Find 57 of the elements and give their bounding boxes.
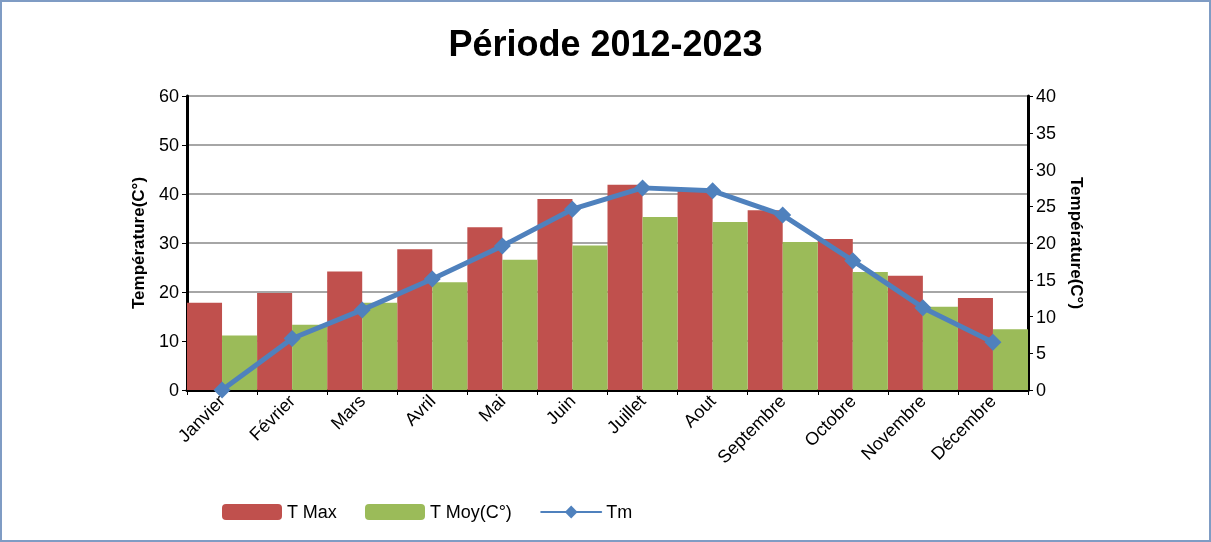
chart-title: Période 2012-2023 — [448, 22, 763, 64]
bar — [817, 239, 853, 390]
bar — [537, 198, 573, 390]
bar — [782, 242, 818, 390]
x-tick-label: Mai — [474, 390, 510, 426]
y2-tick-label: 20 — [1036, 233, 1057, 253]
y-tick-label: 30 — [158, 233, 179, 253]
bar — [957, 297, 993, 390]
y-tick-label: 50 — [158, 135, 179, 155]
bar — [887, 275, 923, 390]
legend-label: Tm — [606, 502, 633, 522]
y-tick-label: 10 — [158, 331, 179, 351]
y-tick-label: 20 — [158, 282, 179, 302]
bar — [362, 302, 398, 390]
y2-tick-label: 0 — [1036, 380, 1047, 400]
bar — [747, 210, 783, 390]
bar — [572, 245, 608, 390]
point — [563, 200, 581, 218]
point — [283, 330, 301, 348]
y2-tick-label: 35 — [1036, 122, 1057, 143]
y-axis-title: Température(C°) — [129, 176, 148, 310]
bar — [922, 306, 958, 390]
point — [984, 333, 1002, 351]
y-tick-label: 0 — [168, 380, 179, 400]
bar — [502, 259, 538, 390]
bar — [607, 184, 643, 390]
legend-label: T Moy(C°) — [430, 502, 512, 522]
bar — [327, 271, 363, 390]
bar — [677, 190, 713, 390]
point — [774, 206, 792, 224]
y2-tick-label: 25 — [1036, 196, 1057, 217]
y2-tick-label: 30 — [1036, 159, 1057, 180]
point — [423, 270, 441, 288]
x-tick-label: Juin — [542, 390, 580, 429]
point — [493, 237, 511, 255]
y2-axis-title: Température(C°) — [1067, 176, 1086, 310]
bar — [187, 302, 223, 390]
y-tick-label: 40 — [158, 184, 179, 204]
bar — [992, 329, 1028, 390]
y2-tick-label: 40 — [1036, 86, 1057, 106]
point — [914, 299, 932, 317]
y2-tick-label: 5 — [1036, 343, 1047, 364]
y-tick-label: 60 — [158, 86, 179, 106]
y2-tick-label: 10 — [1036, 306, 1057, 327]
bar — [397, 249, 433, 390]
bar — [852, 271, 888, 390]
y2-tick-label: 15 — [1036, 269, 1057, 290]
bar — [467, 227, 503, 390]
bar — [257, 292, 293, 390]
bar — [712, 221, 748, 390]
point — [704, 182, 722, 200]
bar — [432, 282, 468, 390]
bar — [292, 324, 328, 390]
bar — [642, 217, 678, 390]
legend-label: T Max — [287, 502, 337, 522]
point — [353, 301, 371, 319]
point — [844, 252, 862, 270]
